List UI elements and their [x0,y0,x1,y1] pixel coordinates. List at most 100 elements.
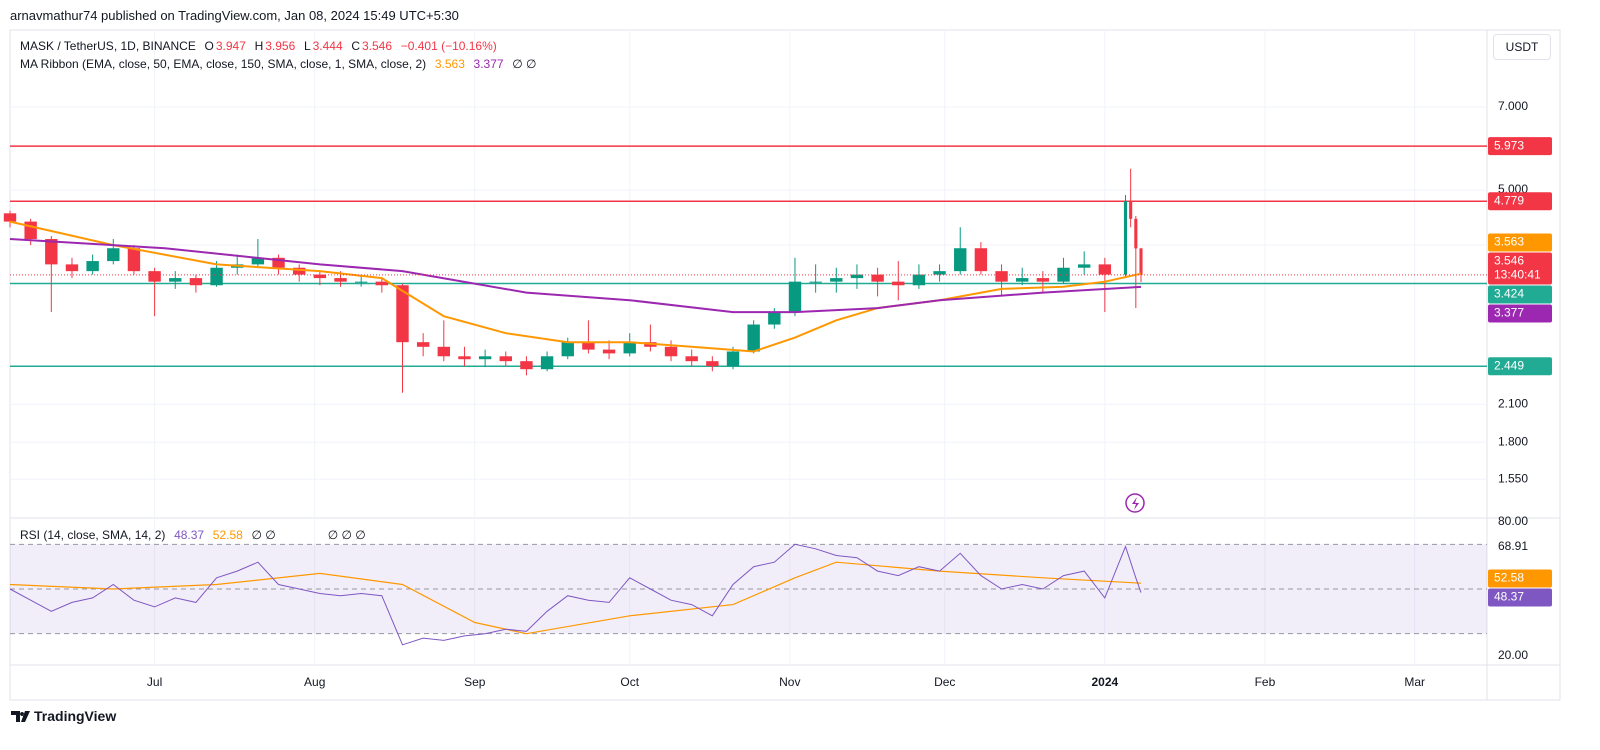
rsi-legend: RSI (14, close, SMA, 14, 2) 48.37 52.58 … [20,526,368,544]
candle-body [354,281,368,283]
candle-body [850,274,864,279]
candle-body [954,248,967,272]
candle-body [623,342,636,354]
candle-body [107,248,120,262]
price-legend: MASK / TetherUS, 1D, BINANCE O 3.947 H 3.9… [20,37,539,73]
rsi-line [9,543,1142,646]
ohlc-letter: H [254,39,264,53]
y-tick-label: 1.800 [1498,434,1528,448]
price-badge [1488,192,1552,211]
rsi-tick-label: 68.91 [1498,539,1528,553]
price-badge [1488,588,1552,607]
price-badge [1488,569,1552,588]
badge-label: 52.58 [1494,571,1524,585]
candle-body [313,274,327,279]
price-badge [1488,357,1552,376]
candle-body [396,285,409,343]
candle-body [293,267,306,275]
candle-body [871,274,884,282]
x-tick-label: Feb [1255,675,1276,689]
candle-body [747,324,760,352]
candle-body [830,278,843,282]
x-tick-label: Mar [1404,675,1425,689]
ohlc-letter: L [303,39,311,53]
badge-label: 3.563 [1494,235,1524,249]
candle-body [1036,278,1050,282]
candle-body [45,239,58,265]
candle-body [169,278,182,282]
candle-body [1134,218,1138,249]
candle-body [478,356,492,360]
candle-body [458,356,471,360]
candle-body [788,281,802,313]
open-value: 3.947 [215,39,246,53]
candle-body [912,274,926,286]
candle-body [210,267,223,286]
candle-body [892,281,905,286]
x-tick-label: Oct [620,675,639,689]
x-tick-label: 2024 [1091,675,1118,689]
brand: TradingView [34,708,117,724]
candle-body [499,356,512,362]
badge-label: 48.37 [1494,590,1524,604]
candle-body [974,248,988,272]
rsi-empty: ∅ ∅ ∅ [327,528,366,542]
candle-body [334,278,347,282]
badge-label: 2.449 [1494,358,1524,372]
badge-label: 13:40:41 [1494,268,1541,282]
alert-bolt [1132,497,1139,510]
rsi-value: 48.37 [174,528,205,542]
price-badge [1488,285,1552,304]
badge-label: 3.546 [1494,254,1524,268]
candle-body [995,271,1008,282]
price-badge [1488,233,1552,252]
ma-empty: ∅ ∅ [512,57,537,71]
candle-body [189,278,203,286]
x-tick-label: Dec [934,675,955,689]
high-value: 3.956 [265,39,296,53]
rsi-title: RSI (14, close, SMA, 14, 2) [20,528,166,542]
low-value: 3.444 [312,39,343,53]
logo-mark [11,711,30,722]
candle-body [1123,201,1128,275]
alert-icon[interactable] [1125,493,1145,513]
price-badge [1488,137,1552,156]
candle-body [706,361,719,367]
rsi-tick-label: 80.00 [1498,514,1528,528]
candle-body [768,312,781,325]
candle-body [127,248,141,272]
x-tick-label: Jul [147,675,162,689]
chart-frame [9,29,1561,701]
x-tick-label: Aug [304,675,325,689]
candle-body [3,213,17,222]
symbol: MASK / TetherUS, 1D, BINANCE [20,39,196,53]
currency-button[interactable]: USDT [1493,34,1551,60]
candle-body [602,349,616,354]
candle-body [809,281,822,283]
badge-label: 5.973 [1494,138,1524,152]
ma-slow-value: 3.377 [473,57,504,71]
candle-body [685,356,698,362]
candle-body [1077,264,1091,268]
candle-body [148,271,161,282]
candle-body [1016,278,1029,282]
badge-label: 3.377 [1494,306,1524,320]
badge-label: 4.779 [1494,193,1524,207]
candle-body [416,342,430,347]
price-badge [1488,252,1552,285]
rsi-tick-label: 20.00 [1498,648,1528,662]
candle-body [561,342,574,357]
x-tick-label: Sep [464,675,486,689]
y-tick-label: 7.000 [1498,99,1528,113]
candle-body [540,356,554,370]
candle-body [86,261,99,272]
moving-average [9,238,1142,314]
moving-average [9,220,1142,353]
candle-body [1129,201,1133,219]
symbol-row: MASK / TetherUS, 1D, BINANCE O 3.947 H 3.9… [20,37,539,55]
candle-body [1139,248,1143,275]
price-badge [1488,304,1552,323]
candle-body [520,361,533,370]
ohlc-letter: O [204,39,214,53]
